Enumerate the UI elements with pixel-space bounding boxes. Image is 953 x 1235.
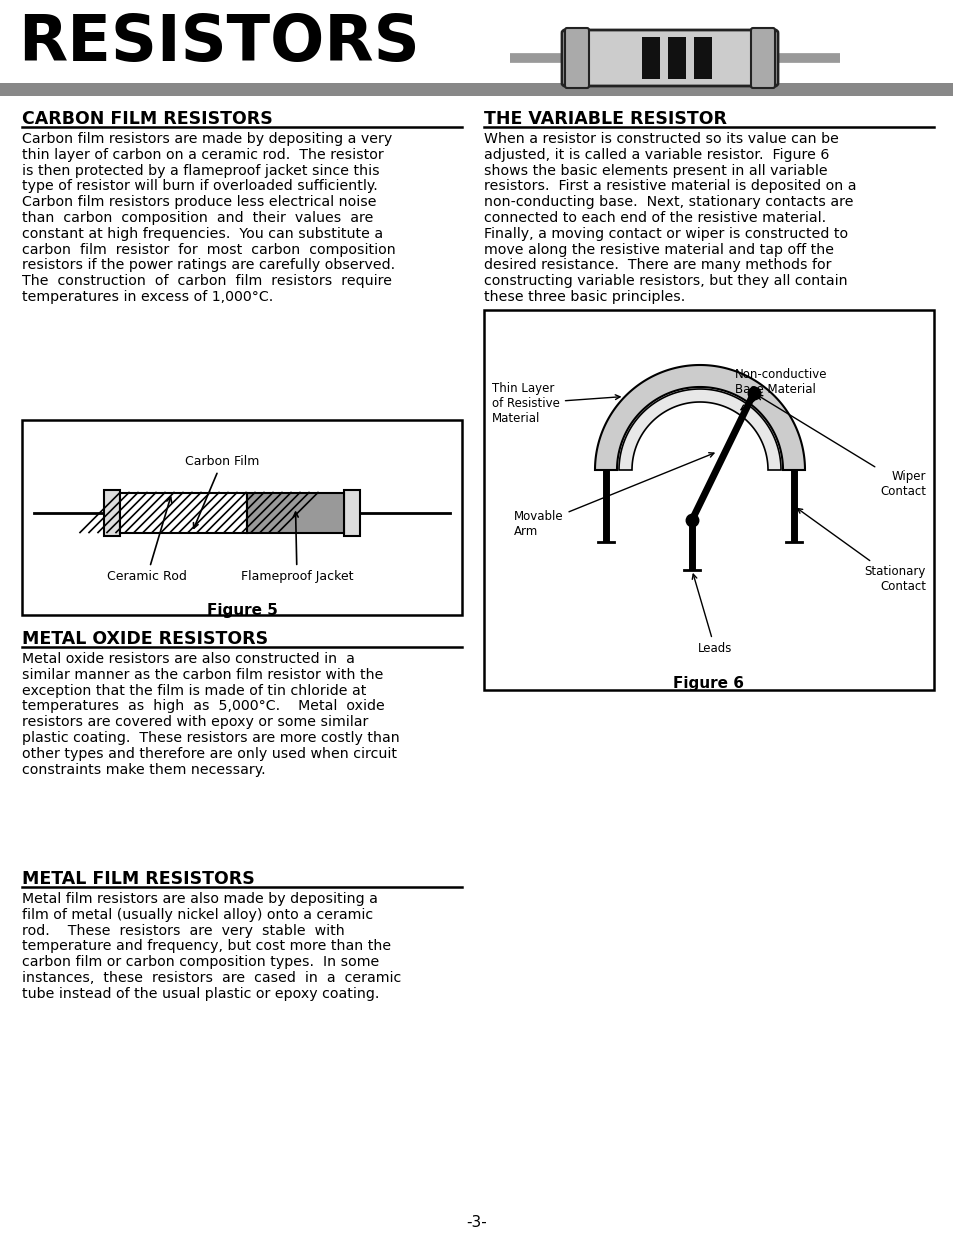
- Bar: [0, 83, 953, 96]
- Text: -3-: -3-: [466, 1215, 487, 1230]
- Text: move along the resistive material and tap off the: move along the resistive material and ta…: [483, 242, 833, 257]
- Text: carbon film or carbon composition types.  In some: carbon film or carbon composition types.…: [22, 955, 379, 969]
- Text: Thin Layer
of Resistive
Material: Thin Layer of Resistive Material: [492, 382, 619, 425]
- Bar: [247, 493, 344, 532]
- Text: thin layer of carbon on a ceramic rod.  The resistor: thin layer of carbon on a ceramic rod. T…: [22, 148, 383, 162]
- Text: type of resistor will burn if overloaded sufficiently.: type of resistor will burn if overloaded…: [22, 179, 377, 194]
- Text: When a resistor is constructed so its value can be: When a resistor is constructed so its va…: [483, 132, 838, 146]
- Text: constant at high frequencies.  You can substitute a: constant at high frequencies. You can su…: [22, 227, 383, 241]
- FancyBboxPatch shape: [564, 28, 588, 88]
- Text: Figure 6: Figure 6: [673, 676, 743, 692]
- Text: instances,  these  resistors  are  cased  in  a  ceramic: instances, these resistors are cased in …: [22, 971, 401, 986]
- Text: than  carbon  composition  and  their  values  are: than carbon composition and their values…: [22, 211, 373, 225]
- Text: CARBON FILM RESISTORS: CARBON FILM RESISTORS: [22, 110, 273, 128]
- Text: rod.    These  resistors  are  very  stable  with: rod. These resistors are very stable wit…: [22, 924, 344, 937]
- Text: Non-conductive
Base Material: Non-conductive Base Material: [734, 368, 826, 410]
- Text: carbon  film  resistor  for  most  carbon  composition: carbon film resistor for most carbon com…: [22, 242, 395, 257]
- Text: Flameproof Jacket: Flameproof Jacket: [240, 513, 353, 583]
- Bar: [693, 37, 711, 79]
- Text: Carbon Film: Carbon Film: [185, 454, 259, 529]
- Text: Movable
Arm: Movable Arm: [514, 453, 713, 538]
- Bar: [120, 493, 247, 532]
- Polygon shape: [595, 366, 804, 471]
- Text: desired resistance.  There are many methods for: desired resistance. There are many metho…: [483, 258, 831, 273]
- Text: Carbon film resistors produce less electrical noise: Carbon film resistors produce less elect…: [22, 195, 376, 209]
- Text: METAL OXIDE RESISTORS: METAL OXIDE RESISTORS: [22, 630, 268, 648]
- Text: temperatures in excess of 1,000°C.: temperatures in excess of 1,000°C.: [22, 290, 273, 304]
- Bar: [22, 420, 461, 615]
- Text: adjusted, it is called a variable resistor.  Figure 6: adjusted, it is called a variable resist…: [483, 148, 828, 162]
- Text: non-conducting base.  Next, stationary contacts are: non-conducting base. Next, stationary co…: [483, 195, 853, 209]
- Text: Finally, a moving contact or wiper is constructed to: Finally, a moving contact or wiper is co…: [483, 227, 847, 241]
- Text: resistors if the power ratings are carefully observed.: resistors if the power ratings are caref…: [22, 258, 395, 273]
- Text: Metal oxide resistors are also constructed in  a: Metal oxide resistors are also construct…: [22, 652, 355, 666]
- FancyBboxPatch shape: [561, 30, 778, 86]
- Bar: [667, 37, 685, 79]
- Text: The  construction  of  carbon  film  resistors  require: The construction of carbon film resistor…: [22, 274, 392, 288]
- Bar: [104, 489, 120, 536]
- Text: Leads: Leads: [692, 574, 731, 655]
- Text: other types and therefore are only used when circuit: other types and therefore are only used …: [22, 747, 396, 761]
- Text: Ceramic Rod: Ceramic Rod: [107, 496, 187, 583]
- Text: shows the basic elements present in all variable: shows the basic elements present in all …: [483, 163, 827, 178]
- Text: resistors.  First a resistive material is deposited on a: resistors. First a resistive material is…: [483, 179, 856, 194]
- Text: Carbon film resistors are made by depositing a very: Carbon film resistors are made by deposi…: [22, 132, 392, 146]
- Text: plastic coating.  These resistors are more costly than: plastic coating. These resistors are mor…: [22, 731, 399, 745]
- Text: exception that the film is made of tin chloride at: exception that the film is made of tin c…: [22, 684, 366, 698]
- Text: temperatures  as  high  as  5,000°C.    Metal  oxide: temperatures as high as 5,000°C. Metal o…: [22, 699, 384, 714]
- Text: Wiper
Contact: Wiper Contact: [757, 395, 925, 498]
- Text: is then protected by a flameproof jacket since this: is then protected by a flameproof jacket…: [22, 163, 379, 178]
- Text: Stationary
Contact: Stationary Contact: [797, 509, 925, 593]
- Bar: [483, 310, 933, 690]
- Text: resistors are covered with epoxy or some similar: resistors are covered with epoxy or some…: [22, 715, 368, 729]
- Text: Metal film resistors are also made by depositing a: Metal film resistors are also made by de…: [22, 892, 377, 906]
- FancyBboxPatch shape: [750, 28, 774, 88]
- Bar: [344, 489, 359, 536]
- Text: temperature and frequency, but cost more than the: temperature and frequency, but cost more…: [22, 940, 391, 953]
- Text: THE VARIABLE RESISTOR: THE VARIABLE RESISTOR: [483, 110, 726, 128]
- Text: tube instead of the usual plastic or epoxy coating.: tube instead of the usual plastic or epo…: [22, 987, 379, 1000]
- Text: constructing variable resistors, but they all contain: constructing variable resistors, but the…: [483, 274, 846, 288]
- Text: film of metal (usually nickel alloy) onto a ceramic: film of metal (usually nickel alloy) ont…: [22, 908, 373, 921]
- Polygon shape: [618, 389, 781, 471]
- Text: connected to each end of the resistive material.: connected to each end of the resistive m…: [483, 211, 825, 225]
- Text: constraints make them necessary.: constraints make them necessary.: [22, 762, 265, 777]
- Text: RESISTORS: RESISTORS: [18, 12, 419, 74]
- Text: similar manner as the carbon film resistor with the: similar manner as the carbon film resist…: [22, 668, 383, 682]
- Text: METAL FILM RESISTORS: METAL FILM RESISTORS: [22, 869, 254, 888]
- Bar: [641, 37, 659, 79]
- Text: these three basic principles.: these three basic principles.: [483, 290, 684, 304]
- Text: Figure 5: Figure 5: [207, 603, 277, 618]
